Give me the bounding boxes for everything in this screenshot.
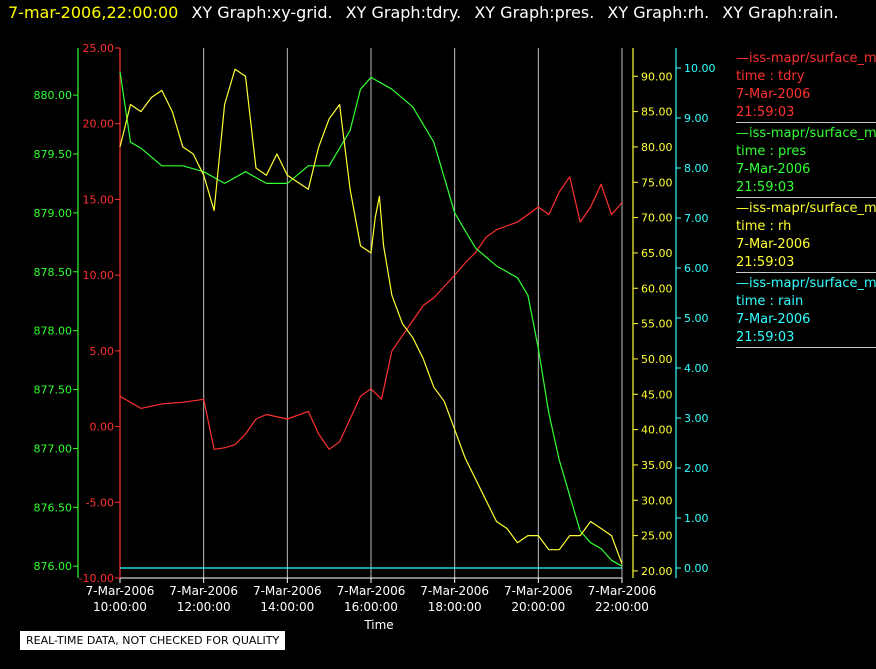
x-tick-date-label: 7-Mar-2006 [588, 584, 657, 598]
x-tick-date-label: 7-Mar-2006 [169, 584, 238, 598]
pres-tick-label: 876.50 [34, 501, 73, 514]
rh-tick-label: 20.00 [641, 565, 673, 578]
pres-tick-label: 879.50 [34, 148, 73, 161]
rh-tick-label: 60.00 [641, 282, 673, 295]
graph-name-grid: XY Graph:xy-grid. [191, 3, 333, 22]
series-line-pres [119, 71, 623, 567]
tdry-tick-label: 10.00 [83, 269, 115, 282]
pres-tick-label: 878.00 [34, 325, 73, 338]
title-bar: 7-mar-2006,22:00:00 XY Graph:xy-grid. XY… [8, 3, 839, 23]
x-tick-date-label: 7-Mar-2006 [337, 584, 406, 598]
series-line-rh [119, 68, 623, 565]
legend-time: 21:59:03 [736, 255, 795, 270]
x-tick-time-label: 16:00:00 [344, 600, 398, 614]
rh-tick-label: 80.00 [641, 141, 673, 154]
legend-time: 21:59:03 [736, 180, 795, 195]
x-tick-time-label: 18:00:00 [428, 600, 482, 614]
legend-entry-rh: —iss-mapr/surface_m time : rh 7-Mar-2006… [736, 200, 876, 273]
title-timestamp: 7-mar-2006,22:00:00 [8, 3, 179, 22]
legend-variable: time : rain [736, 294, 804, 309]
pres-tick-label: 877.50 [34, 384, 73, 397]
legend-entry-tdry: —iss-mapr/surface_m time : tdry 7-Mar-20… [736, 50, 876, 123]
legend-source: —iss-mapr/surface_m [736, 276, 876, 291]
x-tick-time-label: 12:00:00 [177, 600, 231, 614]
rh-tick-label: 85.00 [641, 106, 673, 119]
pres-tick-label: 880.00 [34, 89, 73, 102]
quality-disclaimer: REAL-TIME DATA, NOT CHECKED FOR QUALITY [19, 630, 287, 651]
x-tick-date-label: 7-Mar-2006 [86, 584, 155, 598]
x-tick-date-label: 7-Mar-2006 [253, 584, 322, 598]
rain-tick-label: 6.00 [684, 262, 709, 275]
graph-name-rain: XY Graph:rain. [722, 3, 839, 22]
tdry-tick-label: -5.00 [86, 496, 114, 509]
pres-tick-label: 878.50 [34, 266, 73, 279]
tdry-tick-label: 25.00 [83, 42, 115, 55]
tdry-tick-label: 20.00 [83, 118, 115, 131]
graph-name-tdry: XY Graph:tdry. [345, 3, 462, 22]
legend-time: 21:59:03 [736, 330, 795, 345]
pres-tick-label: 876.00 [34, 560, 73, 573]
pres-tick-label: 879.00 [34, 207, 73, 220]
rh-tick-label: 35.00 [641, 459, 673, 472]
rh-tick-label: 90.00 [641, 70, 673, 83]
rain-tick-label: 10.00 [684, 62, 716, 75]
legend-entry-pres: —iss-mapr/surface_m time : pres 7-Mar-20… [736, 125, 876, 198]
rh-tick-label: 45.00 [641, 388, 673, 401]
legend-date: 7-Mar-2006 [736, 87, 811, 102]
legend-date: 7-Mar-2006 [736, 237, 811, 252]
x-tick-time-label: 22:00:00 [595, 600, 649, 614]
legend-variable: time : rh [736, 219, 792, 234]
legend-source: —iss-mapr/surface_m [736, 126, 876, 141]
tdry-tick-label: 0.00 [90, 421, 115, 434]
rh-tick-label: 50.00 [641, 353, 673, 366]
legend-time: 21:59:03 [736, 105, 795, 120]
tdry-tick-label: -10.00 [79, 572, 114, 585]
legend-source: —iss-mapr/surface_m [736, 201, 876, 216]
x-tick-date-label: 7-Mar-2006 [504, 584, 573, 598]
rh-tick-label: 40.00 [641, 424, 673, 437]
x-tick-time-label: 10:00:00 [93, 600, 147, 614]
rh-tick-label: 55.00 [641, 318, 673, 331]
x-tick-date-label: 7-Mar-2006 [420, 584, 489, 598]
legend-variable: time : pres [736, 144, 807, 159]
legend: —iss-mapr/surface_m time : tdry 7-Mar-20… [736, 50, 876, 350]
rain-tick-label: 0.00 [684, 562, 709, 575]
tdry-tick-label: 15.00 [83, 193, 115, 206]
legend-variable: time : tdry [736, 69, 805, 84]
graph-name-pres: XY Graph:pres. [474, 3, 595, 22]
legend-source: —iss-mapr/surface_m [736, 51, 876, 66]
x-axis-label: Time [363, 618, 393, 632]
rh-tick-label: 30.00 [641, 494, 673, 507]
rain-tick-label: 7.00 [684, 212, 709, 225]
legend-date: 7-Mar-2006 [736, 312, 811, 327]
legend-date: 7-Mar-2006 [736, 162, 811, 177]
rain-tick-label: 4.00 [684, 362, 709, 375]
rh-tick-label: 70.00 [641, 212, 673, 225]
graph-name-rh: XY Graph:rh. [607, 3, 710, 22]
pres-tick-label: 877.00 [34, 442, 73, 455]
rain-tick-label: 8.00 [684, 162, 709, 175]
x-tick-time-label: 14:00:00 [260, 600, 314, 614]
x-tick-time-label: 20:00:00 [511, 600, 565, 614]
rain-tick-label: 1.00 [684, 512, 709, 525]
tdry-tick-label: 5.00 [90, 345, 115, 358]
rh-tick-label: 75.00 [641, 176, 673, 189]
rh-tick-label: 25.00 [641, 530, 673, 543]
rain-tick-label: 2.00 [684, 462, 709, 475]
rh-tick-label: 65.00 [641, 247, 673, 260]
legend-entry-rain: —iss-mapr/surface_m time : rain 7-Mar-20… [736, 275, 876, 348]
rain-tick-label: 9.00 [684, 112, 709, 125]
rain-tick-label: 3.00 [684, 412, 709, 425]
series-line-tdry [119, 176, 623, 450]
rain-tick-label: 5.00 [684, 312, 709, 325]
